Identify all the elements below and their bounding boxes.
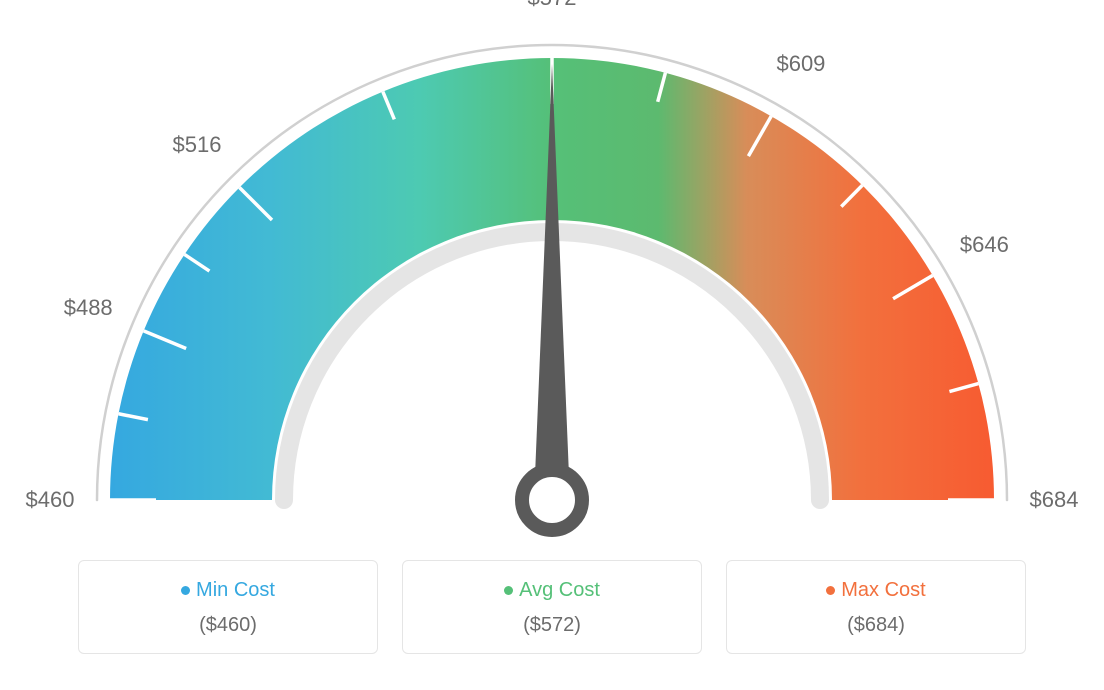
legend-value-max: ($684) xyxy=(737,614,1015,637)
legend-dot-avg xyxy=(504,586,513,595)
gauge-chart: $460 $488 $516 $572 $609 $646 $684 xyxy=(0,0,1104,560)
gauge-tick-label: $516 xyxy=(173,132,222,158)
legend-title-avg: Avg Cost xyxy=(413,579,691,602)
legend-label-min: Min Cost xyxy=(196,579,275,601)
legend-card-max: Max Cost ($684) xyxy=(726,560,1026,654)
legend-card-min: Min Cost ($460) xyxy=(78,560,378,654)
gauge-tick-label: $646 xyxy=(960,232,1009,258)
gauge-tick-label: $460 xyxy=(26,487,75,513)
legend-title-max: Max Cost xyxy=(737,579,1015,602)
gauge-svg xyxy=(0,0,1104,560)
gauge-tick-label: $488 xyxy=(64,295,113,321)
legend-row: Min Cost ($460) Avg Cost ($572) Max Cost… xyxy=(0,560,1104,654)
legend-label-max: Max Cost xyxy=(841,579,925,601)
gauge-tick-label: $572 xyxy=(528,0,577,11)
legend-dot-max xyxy=(826,586,835,595)
legend-card-avg: Avg Cost ($572) xyxy=(402,560,702,654)
legend-title-min: Min Cost xyxy=(89,579,367,602)
legend-label-avg: Avg Cost xyxy=(519,579,600,601)
gauge-tick-label: $684 xyxy=(1030,487,1079,513)
legend-value-min: ($460) xyxy=(89,614,367,637)
legend-value-avg: ($572) xyxy=(413,614,691,637)
gauge-tick-label: $609 xyxy=(776,51,825,77)
legend-dot-min xyxy=(181,586,190,595)
